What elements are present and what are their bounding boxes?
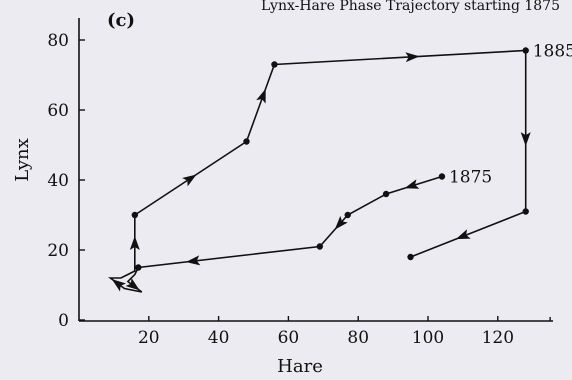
arrowhead-shape (334, 215, 348, 230)
arrowhead (404, 179, 420, 189)
data-point (407, 253, 414, 261)
x-tick-label: 120 (482, 328, 514, 348)
arrowhead-shape (520, 132, 531, 147)
data-point (131, 211, 139, 219)
arrowhead (125, 277, 140, 291)
y-axis-label: Lynx (12, 138, 33, 182)
arrowhead (256, 88, 266, 104)
arrowhead (455, 229, 471, 240)
arrowhead (111, 279, 126, 292)
y-tick-label: 20 (47, 241, 69, 261)
data-points (131, 47, 529, 271)
arrowhead (520, 132, 531, 147)
y-tick-label: 60 (47, 101, 69, 121)
top-cutoff-text: Lynx-Hare Phase Trajectory starting 1875 (261, 0, 560, 14)
arrowhead-shape (405, 52, 420, 63)
direction-arrows (111, 52, 531, 292)
arrowhead (405, 52, 420, 63)
arrowhead-shape (185, 255, 201, 266)
x-tick-label: 100 (412, 328, 444, 348)
arrowhead (129, 236, 140, 250)
x-axis-label: Hare (277, 356, 323, 377)
data-point (522, 47, 529, 54)
data-point (135, 264, 142, 271)
year-label: 1885 (533, 42, 572, 62)
x-tick-label: 20 (138, 328, 160, 348)
arrowhead (185, 255, 201, 266)
annotations: 1875 1885 (449, 42, 572, 188)
x-tick-label: 40 (208, 328, 230, 348)
x-tick-label: 60 (278, 328, 300, 348)
data-point (382, 190, 390, 198)
y-tick-label: 80 (47, 31, 69, 51)
year-label: 1875 (449, 168, 492, 188)
arrowhead (182, 174, 197, 187)
arrowhead-shape (256, 88, 266, 104)
data-point (316, 243, 324, 250)
arrowhead (334, 215, 348, 230)
data-point (438, 173, 446, 180)
data-point (344, 211, 351, 219)
arrowhead-shape (404, 179, 420, 189)
data-point (271, 61, 278, 68)
panel-label: (c) (107, 10, 135, 31)
arrowhead-shape (182, 174, 197, 187)
data-point (243, 138, 250, 145)
arrowhead-shape (455, 229, 471, 240)
axes: 20 40 60 80 100 120 0 20 40 60 80 (47, 18, 553, 348)
y-tick-label: 0 (58, 311, 69, 331)
arrowhead-shape (125, 277, 140, 291)
arrowhead-shape (111, 279, 126, 292)
data-point (522, 208, 529, 215)
y-tick-label: 40 (47, 171, 69, 191)
arrowhead-shape (129, 236, 140, 250)
x-tick-label: 80 (347, 328, 369, 348)
